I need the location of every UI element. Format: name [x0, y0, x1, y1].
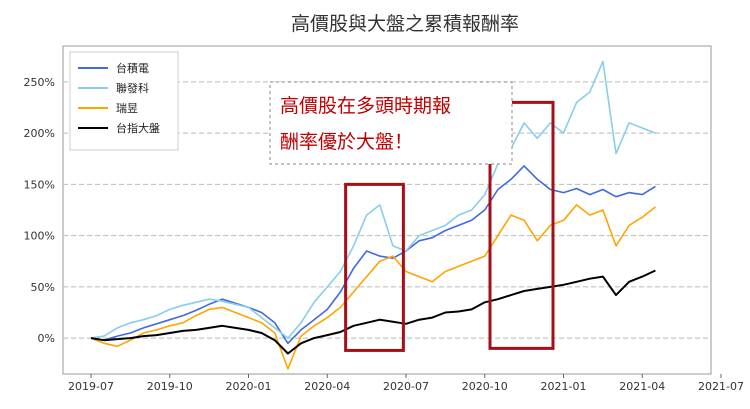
x-tick-label-3: 2020-04: [304, 380, 350, 393]
y-tick-label-4: 200%: [24, 127, 55, 140]
annotation-box: 高價股在多頭時期報 酬率優於大盤！: [269, 81, 513, 165]
x-tick-label-5: 2020-10: [462, 380, 508, 393]
series-line-1: [90, 60, 656, 339]
y-tick-label-2: 100%: [24, 230, 55, 243]
x-tick-label-7: 2021-04: [619, 380, 665, 393]
legend-label-2: 瑞昱: [116, 101, 138, 115]
highlight-box-1: [488, 100, 555, 350]
y-tick-label-1: 50%: [31, 281, 55, 294]
series-layer: [90, 60, 656, 370]
x-tick-labels: 2019-07 2019-10 2020-01 2020-04 2020-07 2020-…: [68, 374, 744, 393]
legend-label-0: 台積電: [116, 61, 149, 75]
plot-area: [62, 45, 712, 375]
highlight-box-0: [344, 182, 405, 352]
annotation-line-1: 高價股在多頭時期報: [280, 95, 451, 117]
x-tick-label-4: 2020-07: [383, 380, 429, 393]
y-tick-label-0: 0%: [38, 332, 55, 345]
x-tick-label-0: 2019-07: [68, 380, 114, 393]
legend-label-1: 聯發科: [116, 81, 149, 95]
annotation-frame: [269, 81, 513, 165]
series-line-0: [90, 165, 656, 345]
chart-title: 高價股與大盤之累積報酬率: [291, 13, 519, 35]
legend-label-3: 台指大盤: [116, 121, 160, 135]
x-tick-label-1: 2019-10: [147, 380, 193, 393]
annotation-line-2: 酬率優於大盤！: [280, 131, 413, 153]
series-line-2: [90, 204, 656, 370]
x-tick-label-2: 2020-01: [226, 380, 272, 393]
highlight-boxes: [344, 100, 555, 352]
x-tick-label-6: 2021-01: [541, 380, 587, 393]
series-line-3: [90, 269, 656, 355]
y-tick-label-5: 250%: [24, 76, 55, 89]
y-tick-label-3: 150%: [24, 178, 55, 191]
x-tick-label-8: 2021-07: [698, 380, 744, 393]
y-tick-labels: 0% 50% 100% 150% 200% 250%: [24, 76, 55, 345]
